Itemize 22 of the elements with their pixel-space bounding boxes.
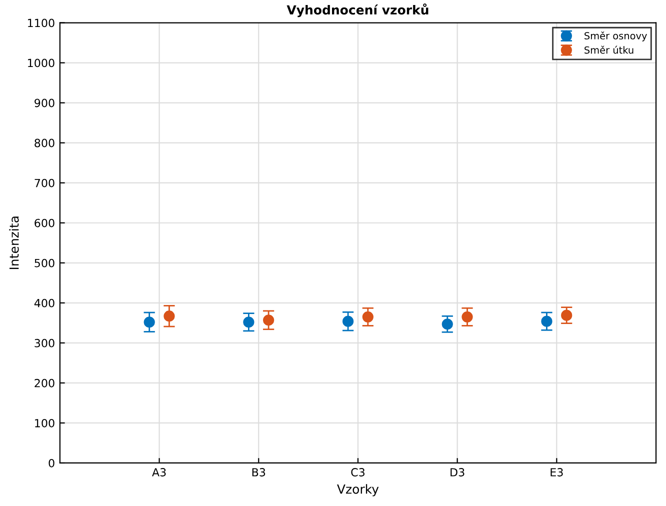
chart-title: Vyhodnocení vzorků <box>286 3 428 18</box>
y-tick-label: 1000 <box>28 58 54 68</box>
x-tick-label: C3 <box>351 468 364 476</box>
legend-label: Směr osnovy <box>584 32 647 42</box>
x-tick-label: D3 <box>450 468 464 476</box>
y-tick-label: 1100 <box>28 18 54 28</box>
y-tick-label: 700 <box>34 178 54 188</box>
y-tick-label: 600 <box>34 218 54 228</box>
y-tick-label: 300 <box>34 338 54 348</box>
y-tick-label: 800 <box>34 138 54 148</box>
y-tick-label: 100 <box>35 418 54 428</box>
y-tick-label: 900 <box>34 98 54 108</box>
x-tick-label: B3 <box>252 468 266 476</box>
x-axis-title: Vzorky <box>337 484 379 496</box>
y-tick-label: 200 <box>34 378 54 388</box>
x-tick-label: A3 <box>152 468 166 476</box>
y-tick-label: 500 <box>34 258 54 268</box>
y-tick-label: 400 <box>34 298 54 308</box>
x-tick-label: E3 <box>550 468 563 476</box>
y-axis-title: Intenzita <box>9 216 19 270</box>
legend-label: Směr útku <box>584 46 634 54</box>
y-tick-label: 0 <box>48 458 54 468</box>
